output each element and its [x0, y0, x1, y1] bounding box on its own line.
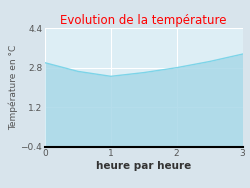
Y-axis label: Température en °C: Température en °C [8, 45, 18, 130]
Title: Evolution de la température: Evolution de la température [60, 14, 227, 27]
X-axis label: heure par heure: heure par heure [96, 161, 192, 171]
